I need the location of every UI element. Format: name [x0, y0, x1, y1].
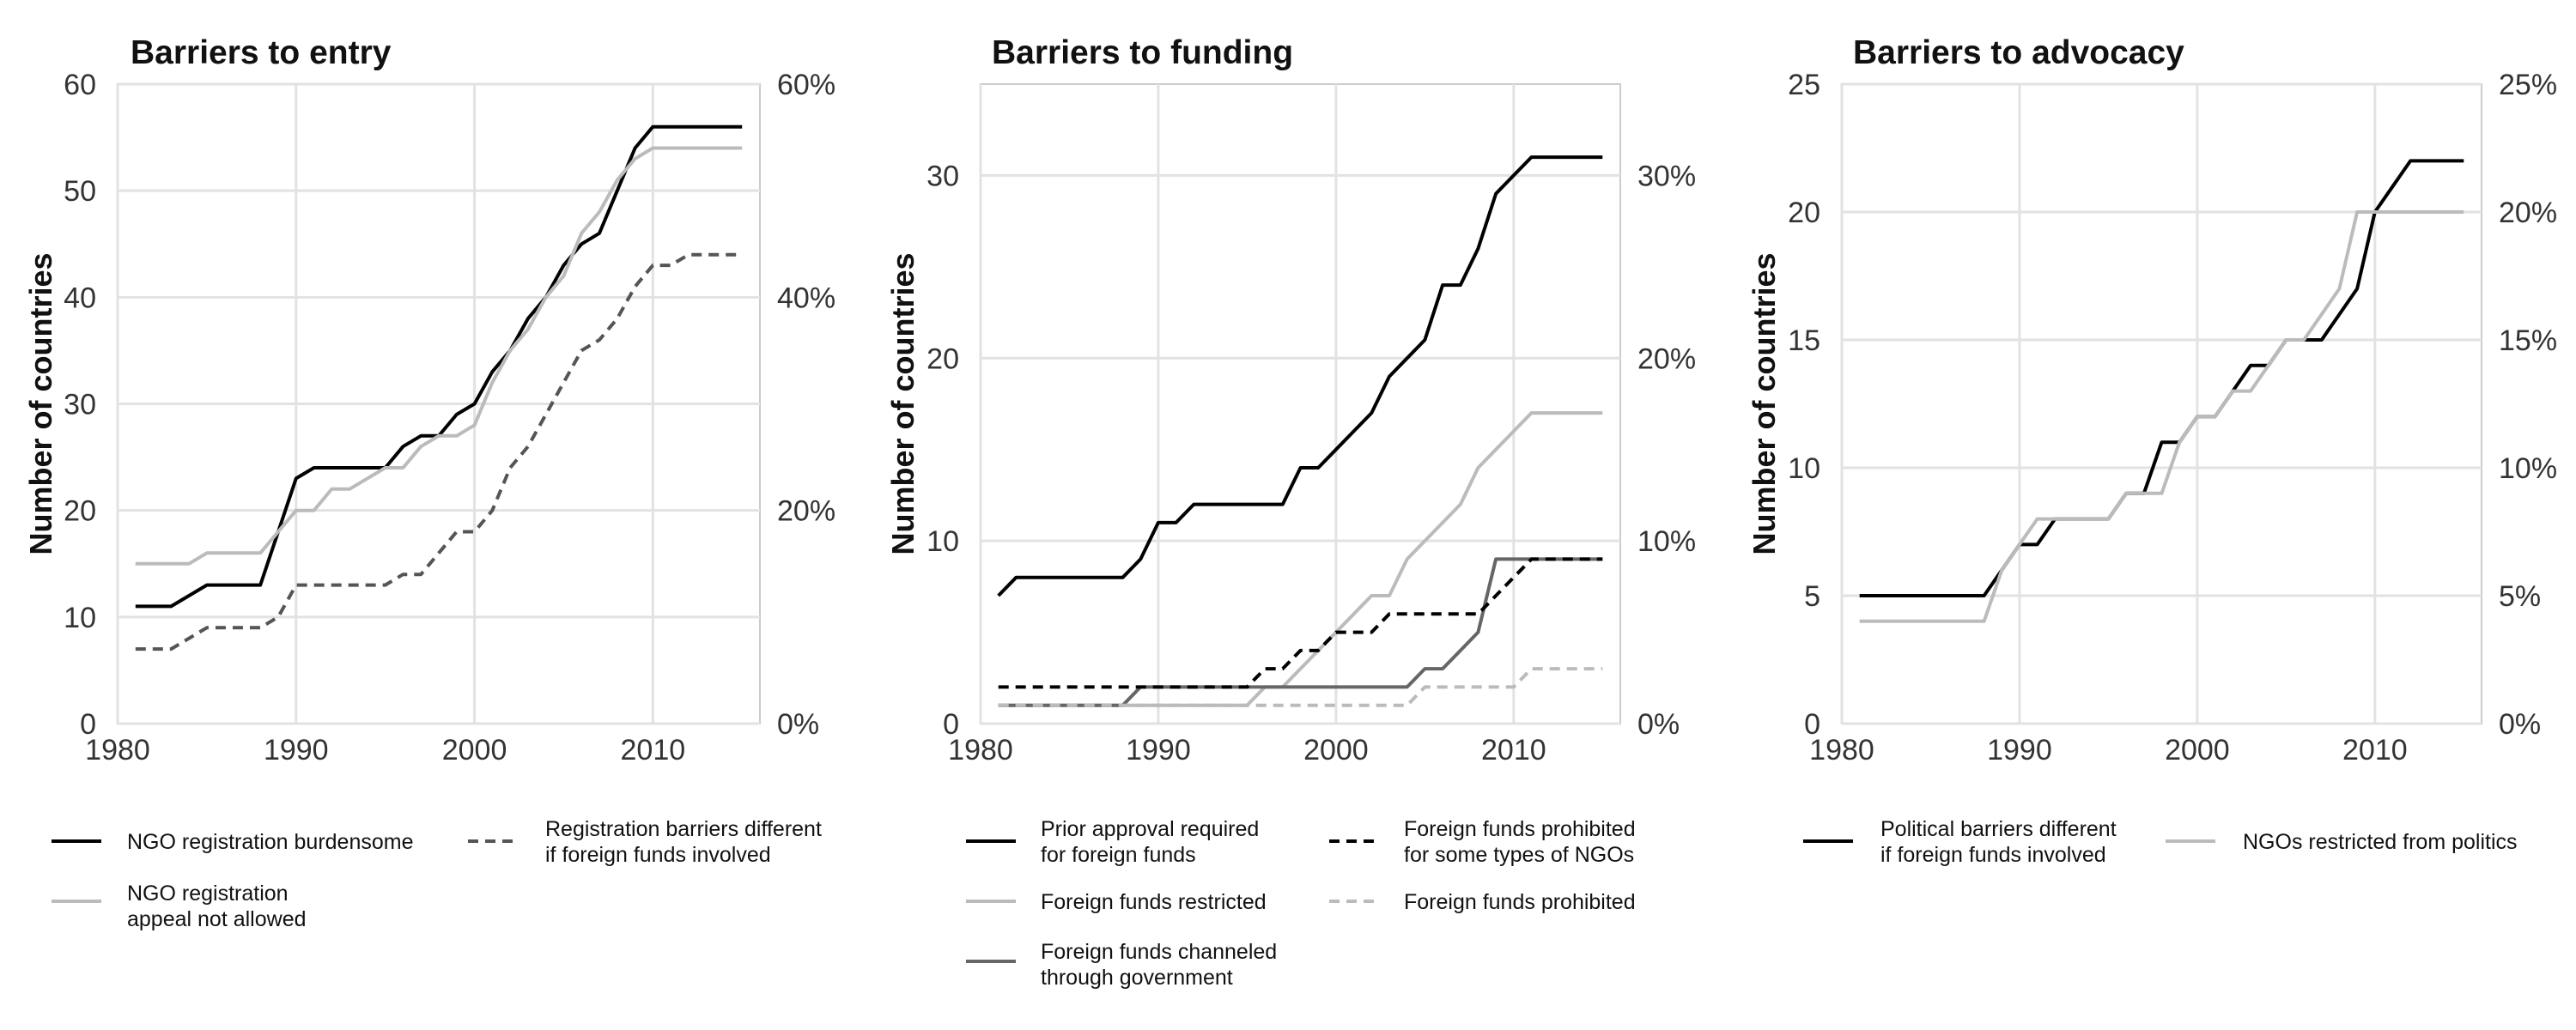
y-tick-label: 10: [927, 525, 959, 558]
legend-label: Registration barriers different if foreig…: [545, 817, 822, 867]
plot-frame: [980, 83, 1621, 724]
chart-title: Barriers to funding: [992, 34, 1293, 71]
x-tick-label: 2010: [2342, 734, 2408, 766]
y2-tick-label: 15%: [2499, 324, 2557, 357]
y2-tick-label: 25%: [2499, 69, 2557, 101]
legend-label: Foreign funds prohibited for some types o…: [1404, 817, 1636, 867]
series-line: [135, 124, 743, 609]
x-tick-label: 2010: [1481, 734, 1546, 766]
y-axis-label: Number of countries: [885, 252, 920, 554]
y-tick-label: 30: [64, 389, 96, 421]
x-tick-label: 2000: [2165, 734, 2230, 766]
x-tick-label: 1990: [1126, 734, 1191, 766]
x-tick-label: 1980: [1809, 734, 1874, 766]
x-tick-label: 2000: [1303, 734, 1369, 766]
series-line: [998, 557, 1603, 707]
legend-item: NGO registration burdensome: [52, 830, 413, 854]
y2-tick-label: 60%: [777, 69, 835, 101]
x-tick-label: 1990: [1987, 734, 2052, 766]
y2-tick-label: 40%: [777, 282, 835, 314]
y-tick-label: 20: [927, 342, 959, 375]
panel-1: 1980 1990 2000 2010 0 10 20 30 40 50 60 0% 20% 40% 60%…: [23, 34, 835, 931]
x-tick-label: 2000: [442, 734, 507, 766]
y2-tick-label: 10%: [1637, 525, 1696, 558]
legend-item: NGOs restricted from politics: [2166, 830, 2518, 854]
y2-tick-label: 0%: [2499, 708, 2541, 741]
y2-tick-label: 20%: [1637, 342, 1696, 375]
legend-label: NGO registration burdensome: [127, 830, 413, 854]
y-tick-label: 20: [1788, 197, 1820, 229]
x-tick-label: 1990: [264, 734, 329, 766]
series-line: [998, 557, 1603, 689]
x-tick-label: 2010: [621, 734, 686, 766]
y-tick-label: 20: [64, 495, 96, 528]
series-line: [1859, 159, 2464, 597]
legend-label: Political barriers different if foreign f…: [1880, 817, 2117, 867]
legend-item: Foreign funds prohibited: [1329, 890, 1636, 914]
y-axis-label: Number of countries: [23, 252, 58, 554]
y-tick-label: 0: [80, 708, 96, 741]
legend-label: Prior approval required for foreign funds: [1041, 817, 1259, 867]
y-tick-label: 50: [64, 175, 96, 208]
legend-item: Foreign funds restricted: [966, 890, 1267, 914]
y2-tick-label: 0%: [1637, 708, 1680, 741]
legend-label: Foreign funds prohibited: [1404, 890, 1636, 914]
legend-label: NGO registration appeal not allowed: [127, 882, 307, 931]
legend-label: Foreign funds channeled through governmen…: [1041, 940, 1277, 990]
y-tick-label: 30: [927, 160, 959, 192]
y-tick-label: 10: [1788, 452, 1820, 485]
legend-item: Political barriers different if foreign f…: [1803, 817, 2117, 867]
panel-3: 1980 1990 2000 2010 0 5 10 15 20 25 0% 5% 10% 15% 20% 2…: [1747, 34, 2557, 867]
panel-2: 1980 1990 2000 2010 0 10 20 30 0% 10% 20% 30% Barrie…: [885, 34, 1696, 990]
y-tick-label: 25: [1788, 69, 1820, 101]
chart-title: Barriers to entry: [131, 34, 392, 71]
y2-tick-label: 10%: [2499, 452, 2557, 485]
series-line: [135, 146, 743, 566]
y2-tick-label: 5%: [2499, 580, 2541, 613]
plot-frame: [1841, 83, 2482, 724]
y2-tick-label: 20%: [777, 495, 835, 528]
y-tick-label: 10: [64, 602, 96, 634]
y-tick-label: 5: [1804, 580, 1820, 613]
y2-tick-label: 0%: [777, 708, 819, 741]
series-line: [997, 155, 1603, 597]
series-line: [1859, 210, 2464, 623]
y-tick-label: 0: [943, 708, 959, 741]
legend-label: Foreign funds restricted: [1041, 890, 1267, 914]
x-tick-label: 1980: [85, 734, 150, 766]
legend-item: Registration barriers different if foreig…: [468, 817, 822, 867]
series-line: [135, 252, 743, 651]
y-axis-label: Number of countries: [1747, 252, 1782, 554]
y2-tick-label: 20%: [2499, 197, 2557, 229]
legend-item: NGO registration appeal not allowed: [52, 882, 307, 931]
legend-item: Prior approval required for foreign funds: [966, 817, 1259, 867]
y-tick-label: 60: [64, 69, 96, 101]
legend-label: NGOs restricted from politics: [2243, 830, 2518, 854]
y-tick-label: 15: [1788, 324, 1820, 357]
legend-item: Foreign funds channeled through governmen…: [966, 940, 1277, 990]
y-tick-label: 40: [64, 282, 96, 314]
legend-item: Foreign funds prohibited for some types o…: [1329, 817, 1636, 867]
chart-title: Barriers to advocacy: [1853, 34, 2184, 71]
y-tick-label: 0: [1804, 708, 1820, 741]
x-tick-label: 1980: [948, 734, 1013, 766]
y2-tick-label: 30%: [1637, 160, 1696, 192]
